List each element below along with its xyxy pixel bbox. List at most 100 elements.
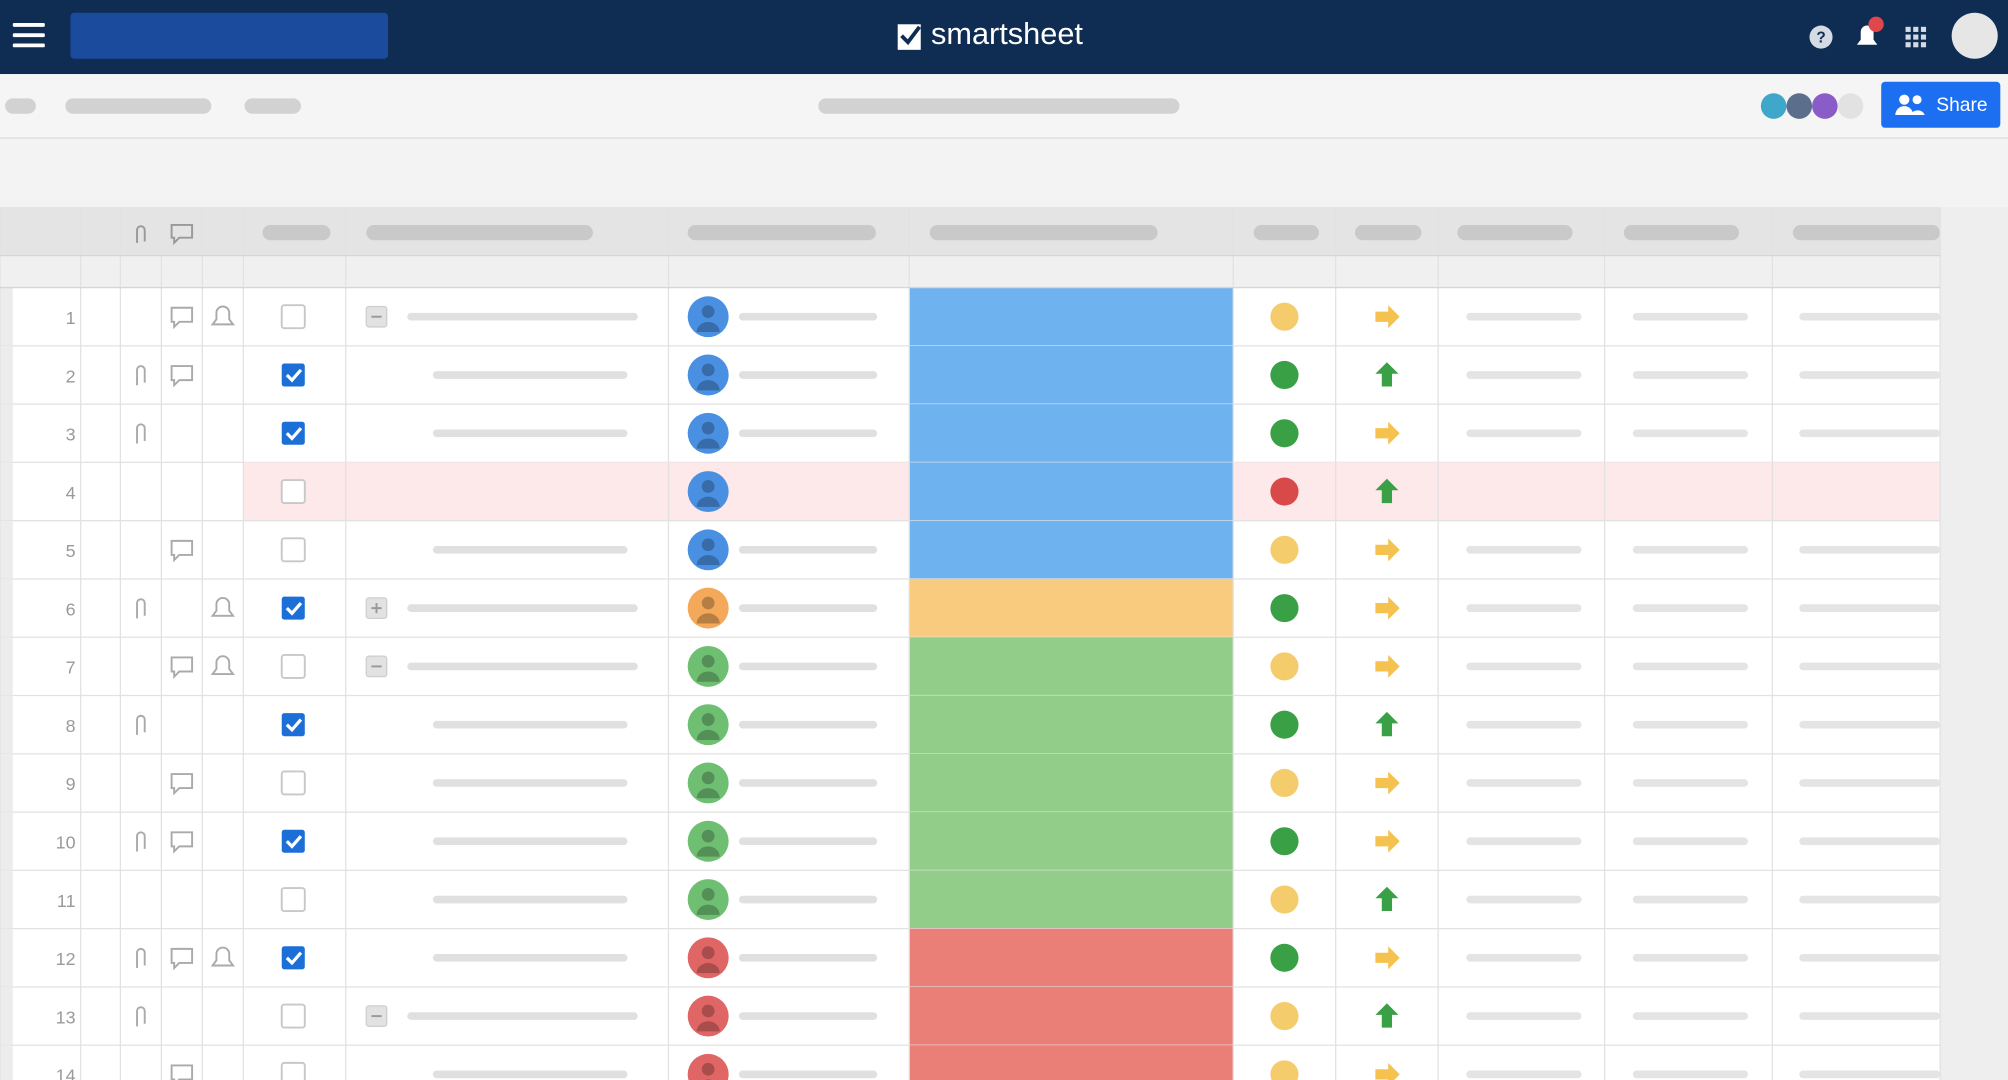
text-placeholder xyxy=(407,604,638,612)
color-cell xyxy=(909,753,1234,813)
collaborators[interactable] xyxy=(1760,93,1864,119)
checkmark xyxy=(285,951,303,966)
header-placeholder xyxy=(1457,224,1573,241)
menu-button[interactable] xyxy=(12,23,45,48)
text-placeholder xyxy=(1632,779,1749,787)
color-cell xyxy=(909,637,1234,696)
text-placeholder xyxy=(1799,1012,1941,1020)
text-placeholder xyxy=(738,1070,878,1079)
status-dot xyxy=(1270,477,1299,506)
avatar-head xyxy=(701,946,715,960)
text-placeholder xyxy=(738,546,878,554)
trend-arrow-right xyxy=(1375,829,1400,853)
color-cell xyxy=(909,928,1234,987)
row-number: 8 xyxy=(66,716,76,736)
notification-badge xyxy=(1868,16,1884,32)
avatar-body xyxy=(696,438,720,449)
comment-icon xyxy=(170,947,194,971)
row-gutter xyxy=(0,753,13,813)
assignee-avatar xyxy=(687,1053,729,1080)
text-placeholder xyxy=(1632,429,1749,438)
text-placeholder xyxy=(1632,1070,1749,1079)
share-label[interactable]: Share xyxy=(1936,95,1987,116)
account-avatar[interactable] xyxy=(1951,12,1998,59)
trend-arrow-up xyxy=(1375,1003,1399,1028)
color-cell xyxy=(909,404,1234,463)
avatar-head xyxy=(701,888,715,901)
header-placeholder xyxy=(929,224,1158,241)
status-dot xyxy=(1270,302,1299,331)
checkbox-checked[interactable] xyxy=(281,946,305,970)
apps-icon[interactable] xyxy=(1905,26,1927,48)
status-dot xyxy=(1270,710,1299,739)
row-number: 4 xyxy=(66,483,76,503)
checkbox-checked[interactable] xyxy=(281,829,305,853)
text-placeholder xyxy=(1799,779,1941,787)
avatar-body xyxy=(696,496,720,507)
search-box[interactable] xyxy=(70,12,389,59)
text-placeholder xyxy=(1799,429,1941,438)
trend-arrow-right xyxy=(1375,946,1400,970)
checkbox-checked[interactable] xyxy=(281,596,305,620)
help-icon[interactable] xyxy=(1809,25,1833,49)
text-placeholder xyxy=(1466,662,1582,671)
checkbox-checked[interactable] xyxy=(281,363,305,387)
assignee-avatar xyxy=(687,937,729,979)
avatar-head xyxy=(701,421,715,435)
status-dot xyxy=(1270,885,1299,914)
comment-icon xyxy=(170,773,194,796)
avatar-body xyxy=(696,671,720,682)
status-dot xyxy=(1270,360,1299,390)
text-placeholder xyxy=(1632,371,1749,379)
attachment-icon xyxy=(136,947,146,969)
text-placeholder xyxy=(1632,953,1749,962)
assignee-avatar xyxy=(687,412,729,454)
trend-arrow-right xyxy=(1375,1062,1400,1080)
row-number: 1 xyxy=(66,308,76,328)
color-cell xyxy=(909,695,1234,754)
trend-arrow-right xyxy=(1375,538,1400,562)
row-gutter xyxy=(0,578,13,638)
text-placeholder xyxy=(432,371,628,379)
row-gutter xyxy=(0,812,13,871)
attachment-icon xyxy=(136,714,146,735)
row-number: 11 xyxy=(57,891,76,911)
text-placeholder xyxy=(738,779,878,787)
checkbox xyxy=(280,479,306,505)
status-dot xyxy=(1270,535,1299,564)
text-placeholder xyxy=(1799,720,1941,729)
checkbox xyxy=(280,770,306,796)
color-cell xyxy=(909,986,1234,1046)
text-placeholder xyxy=(1799,953,1941,962)
text-placeholder xyxy=(1632,604,1749,612)
checkbox-checked[interactable] xyxy=(281,421,305,445)
avatar-body xyxy=(696,904,720,915)
text-placeholder xyxy=(1632,895,1749,904)
avatar-body xyxy=(696,554,720,566)
reminder-icon xyxy=(210,946,235,967)
text-placeholder xyxy=(738,895,878,904)
checkmark xyxy=(285,427,303,441)
row-number: 9 xyxy=(66,774,76,794)
share-button[interactable] xyxy=(1881,81,2001,128)
color-cell xyxy=(909,345,1234,405)
avatar-head xyxy=(701,596,715,610)
row-gutter xyxy=(0,462,13,521)
text-placeholder xyxy=(432,1070,628,1079)
color-cell xyxy=(909,462,1234,521)
row-gutter xyxy=(0,928,13,987)
avatar-body xyxy=(696,1021,720,1032)
trend-arrow-up xyxy=(1375,711,1399,737)
assignee-avatar xyxy=(687,995,729,1037)
text-placeholder xyxy=(1466,720,1582,729)
text-placeholder xyxy=(1466,837,1582,846)
text-placeholder xyxy=(432,953,628,962)
text-placeholder xyxy=(1799,371,1941,379)
checkbox xyxy=(280,1003,306,1029)
row-gutter xyxy=(0,520,13,579)
attachment-icon xyxy=(136,1006,146,1027)
text-placeholder xyxy=(1799,546,1941,554)
checkbox-checked[interactable] xyxy=(281,713,305,737)
header-placeholder xyxy=(1623,224,1740,241)
